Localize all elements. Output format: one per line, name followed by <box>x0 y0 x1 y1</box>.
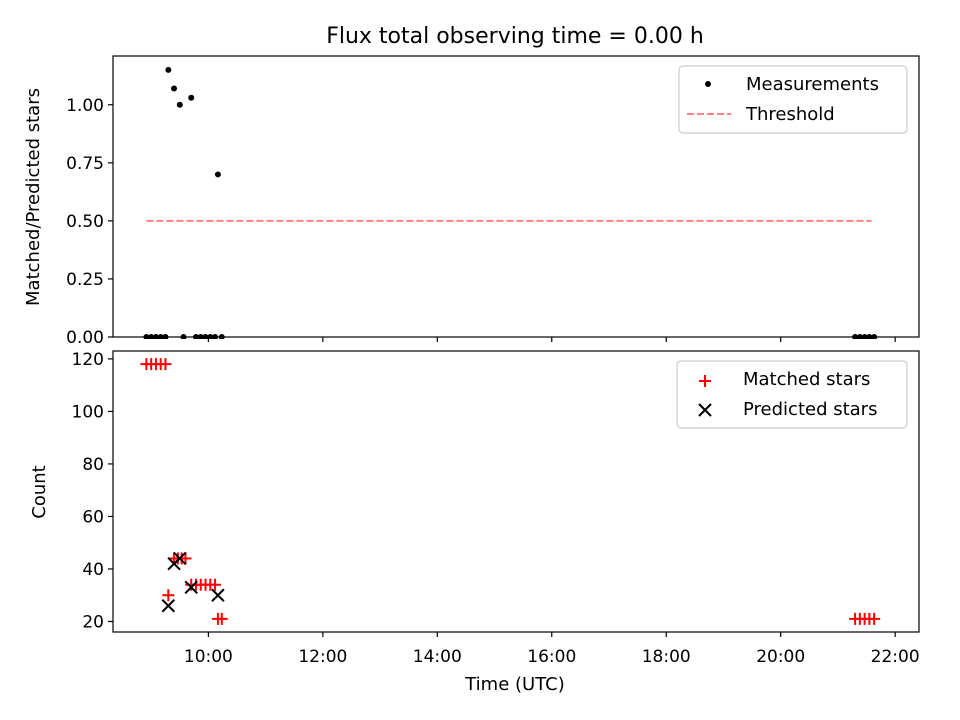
top-legend-box <box>678 65 908 134</box>
matched-star-point <box>159 358 172 371</box>
x-tick-label: 22:00 <box>871 647 920 667</box>
measurement-point <box>214 171 221 178</box>
x-tick-label: 14:00 <box>413 647 462 667</box>
matched-star-point <box>162 589 175 602</box>
predicted-star-point <box>211 588 225 602</box>
y-tick-label: 120 <box>72 350 104 370</box>
bottom-x-ticks: 10:00 12:00 14:00 16:00 18:00 20:00 22:00 <box>184 632 920 667</box>
measurements-legend-marker <box>705 81 711 87</box>
y-tick-label: 20 <box>82 612 104 632</box>
legend-matched-label: Matched stars <box>743 369 870 390</box>
y-tick-label: 100 <box>72 402 104 422</box>
matched-star-point <box>209 578 222 591</box>
measurement-point <box>165 66 172 73</box>
x-tick-label: 20:00 <box>756 647 805 667</box>
predicted-star-point <box>173 551 187 566</box>
x-tick-label: 18:00 <box>642 647 691 667</box>
chart-title: Flux total observing time = 0.00 h <box>326 24 704 49</box>
y-tick-label: 0.25 <box>66 270 104 290</box>
predicted-star-point <box>161 599 176 613</box>
y-tick-label: 40 <box>82 560 104 580</box>
bottom-panel: 20 40 60 80 100 120 10:00 12:00 14:00 16:00 18:00… <box>29 350 920 695</box>
measurement-point <box>171 85 178 92</box>
matched-legend-marker <box>699 375 711 387</box>
top-x-ticks <box>207 337 896 342</box>
x-axis-label: Time (UTC) <box>464 674 565 695</box>
legend-threshold-label: Threshold <box>745 104 835 125</box>
y-tick-label: 0.50 <box>66 212 104 232</box>
bottom-legend: Matched stars Predicted stars <box>676 360 908 429</box>
matched-star-point <box>179 552 192 565</box>
y-tick-label: 60 <box>82 507 104 527</box>
y-tick-label: 80 <box>82 455 104 475</box>
bottom-plot-marks <box>140 358 881 625</box>
predicted-star-point <box>184 580 198 595</box>
top-legend: Measurements Threshold <box>678 65 908 134</box>
y-tick-label: 0.00 <box>66 328 104 348</box>
legend-predicted-label: Predicted stars <box>743 399 877 420</box>
bottom-legend-box <box>676 360 908 429</box>
top-y-ticks: 0.00 0.25 0.50 0.75 1.00 <box>66 96 113 348</box>
top-y-axis-label: Matched/Predicted stars <box>23 88 44 306</box>
y-tick-label: 1.00 <box>66 96 104 116</box>
x-tick-label: 16:00 <box>527 647 576 667</box>
measurement-point <box>188 94 195 101</box>
y-tick-label: 0.75 <box>66 154 104 174</box>
matched-star-point <box>868 612 881 625</box>
legend-measurements-label: Measurements <box>746 74 879 95</box>
predicted-legend-marker <box>698 403 712 417</box>
x-tick-label: 10:00 <box>184 647 233 667</box>
top-panel: 0.00 0.25 0.50 0.75 1.00 Matched/Predicted s… <box>23 55 920 348</box>
bottom-y-axis-label: Count <box>29 465 50 518</box>
bottom-y-ticks: 20 40 60 80 100 120 <box>72 350 113 632</box>
top-axes-frame <box>112 55 920 338</box>
measurement-point <box>176 101 183 108</box>
matched-star-point <box>215 612 228 625</box>
x-tick-label: 12:00 <box>298 647 347 667</box>
bottom-axes-frame <box>112 350 920 633</box>
